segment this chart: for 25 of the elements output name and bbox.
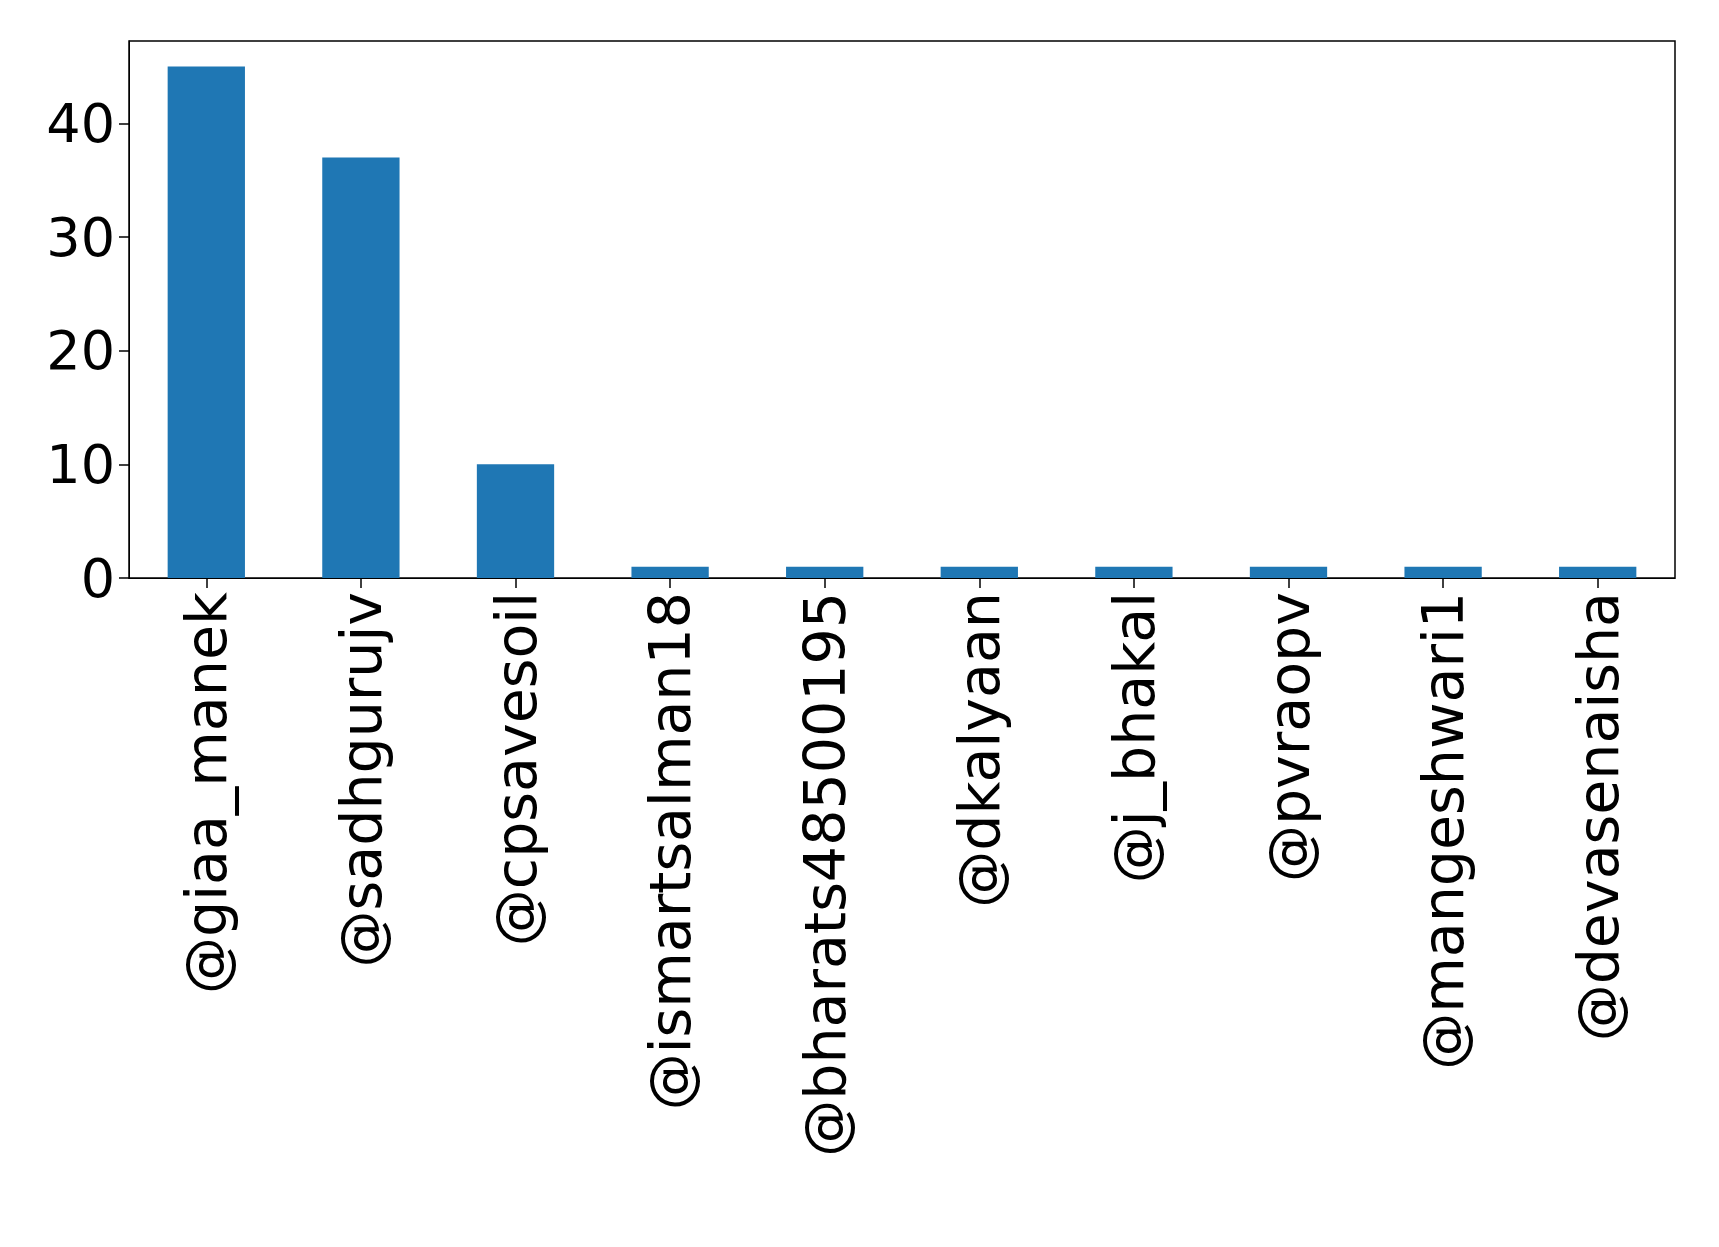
x-tick-label: @j_bhakal xyxy=(1100,592,1167,884)
bar xyxy=(631,566,709,578)
bar xyxy=(1095,566,1173,578)
y-tick-label: 30 xyxy=(46,205,115,269)
x-tick-label: @pvraopv xyxy=(1255,592,1322,883)
bar xyxy=(786,566,864,578)
x-tick-label: @devasenaisha xyxy=(1564,592,1631,1042)
x-tick-label: @ismartsalman18 xyxy=(637,592,704,1111)
bar xyxy=(1404,566,1482,578)
y-tick-label: 0 xyxy=(80,546,115,610)
bar xyxy=(1249,566,1328,578)
x-tick-label: @sadhgurujv xyxy=(327,592,394,968)
x-tick-label: @cpsavesoil xyxy=(482,592,549,947)
bar xyxy=(1559,566,1637,578)
bar xyxy=(940,566,1018,578)
y-tick-label: 40 xyxy=(46,91,115,155)
y-tick-label: 20 xyxy=(46,319,115,383)
x-tick-label: @bharats48500195 xyxy=(791,592,858,1157)
x-tick-label: @giaa_manek xyxy=(173,592,240,995)
bar xyxy=(476,464,555,578)
x-tick-label: @mangeshwari1 xyxy=(1410,592,1477,1070)
bar xyxy=(322,157,400,578)
bar xyxy=(167,66,245,578)
y-tick-label: 10 xyxy=(46,432,115,496)
x-tick-label: @dkalyaan xyxy=(946,592,1013,908)
